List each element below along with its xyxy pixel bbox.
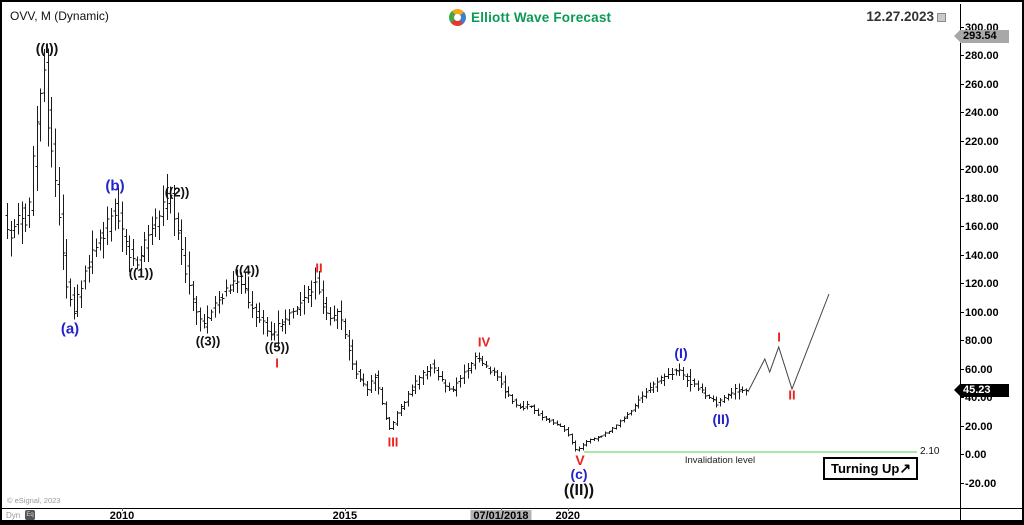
- price-tick-label: 140.00: [960, 250, 999, 262]
- symbol-title: OVV, M (Dynamic): [10, 9, 109, 23]
- time-tick: [567, 508, 569, 511]
- price-tick-label: 200.00: [960, 164, 999, 176]
- price-axis-separator: [960, 4, 961, 520]
- brand-logo-icon: [449, 9, 466, 26]
- window-bottom-bar: [2, 520, 1022, 523]
- wave-label-b: (b): [105, 177, 125, 195]
- wave-label-3: ((3)): [195, 333, 221, 349]
- wave-label-i: I: [777, 329, 781, 345]
- price-tick-label: -20.00: [960, 478, 996, 490]
- time-tick: [344, 508, 346, 511]
- time-tick: [500, 508, 502, 511]
- chart-settings-icon[interactable]: [937, 13, 946, 22]
- time-tick-label: 2015: [332, 510, 358, 522]
- price-tick-label: 240.00: [960, 107, 999, 119]
- wave-label-ii: II: [315, 260, 323, 276]
- price-tick-label: 100.00: [960, 307, 999, 319]
- wave-label-ii: (II): [712, 411, 730, 427]
- time-tick: [122, 508, 123, 511]
- time-tick-label: 2020: [555, 510, 581, 522]
- price-tick-label: 0.00: [960, 449, 986, 461]
- brand: Elliott Wave Forecast: [449, 9, 611, 26]
- price-tick-label: 220.00: [960, 136, 999, 148]
- wave-label-ii: ((II)): [563, 482, 595, 499]
- price-tick-label: 120.00: [960, 278, 999, 290]
- price-tick-label: 80.00: [960, 335, 993, 347]
- price-tick-label: 20.00: [960, 421, 993, 433]
- price-tick-label: 260.00: [960, 79, 999, 91]
- price-tag-45.23: 45.23: [954, 384, 1009, 398]
- wave-label-5: ((5)): [264, 339, 290, 355]
- time-tick-label-highlighted: 07/01/2018: [470, 510, 532, 522]
- copyright-notice: © eSignal, 2023: [7, 496, 61, 505]
- wave-label-a: (a): [60, 320, 80, 338]
- invalidation-value: 2.10: [920, 446, 940, 457]
- axis-mode-icon[interactable]: Eq: [25, 510, 35, 520]
- turning-up-flag: Turning Up↗: [823, 457, 919, 480]
- wave-label-i: (I): [674, 345, 688, 361]
- price-tick-label: 180.00: [960, 193, 999, 205]
- wave-label-iii: III: [387, 434, 399, 450]
- wave-label-4: ((4)): [234, 262, 260, 278]
- turning-up-text: Turning Up: [831, 461, 900, 476]
- price-tick-label: 160.00: [960, 221, 999, 233]
- wave-label-i: ((I)): [35, 40, 59, 56]
- wave-label-1: ((1)): [128, 265, 154, 281]
- time-axis-separator: [2, 508, 1022, 509]
- wave-label-i: I: [275, 355, 279, 371]
- invalidation-label: Invalidation level: [684, 455, 756, 466]
- brand-name: Elliott Wave Forecast: [471, 10, 612, 25]
- time-tick-label: 2010: [109, 510, 135, 522]
- price-tag-293.54: 293.54: [954, 30, 1009, 44]
- price-tick-label: 60.00: [960, 364, 993, 376]
- price-tick-label: 280.00: [960, 50, 999, 62]
- up-right-arrow-icon: ↗: [899, 460, 912, 476]
- wave-label-iv: IV: [477, 334, 491, 350]
- wave-label-c: (c): [570, 466, 588, 482]
- wave-label-v: V: [575, 452, 585, 468]
- chart-date: 12.27.2023: [866, 9, 934, 24]
- axis-mode-label: Dyn: [6, 511, 21, 520]
- wave-label-ii: II: [788, 387, 796, 403]
- wave-label-2: ((2)): [164, 184, 190, 200]
